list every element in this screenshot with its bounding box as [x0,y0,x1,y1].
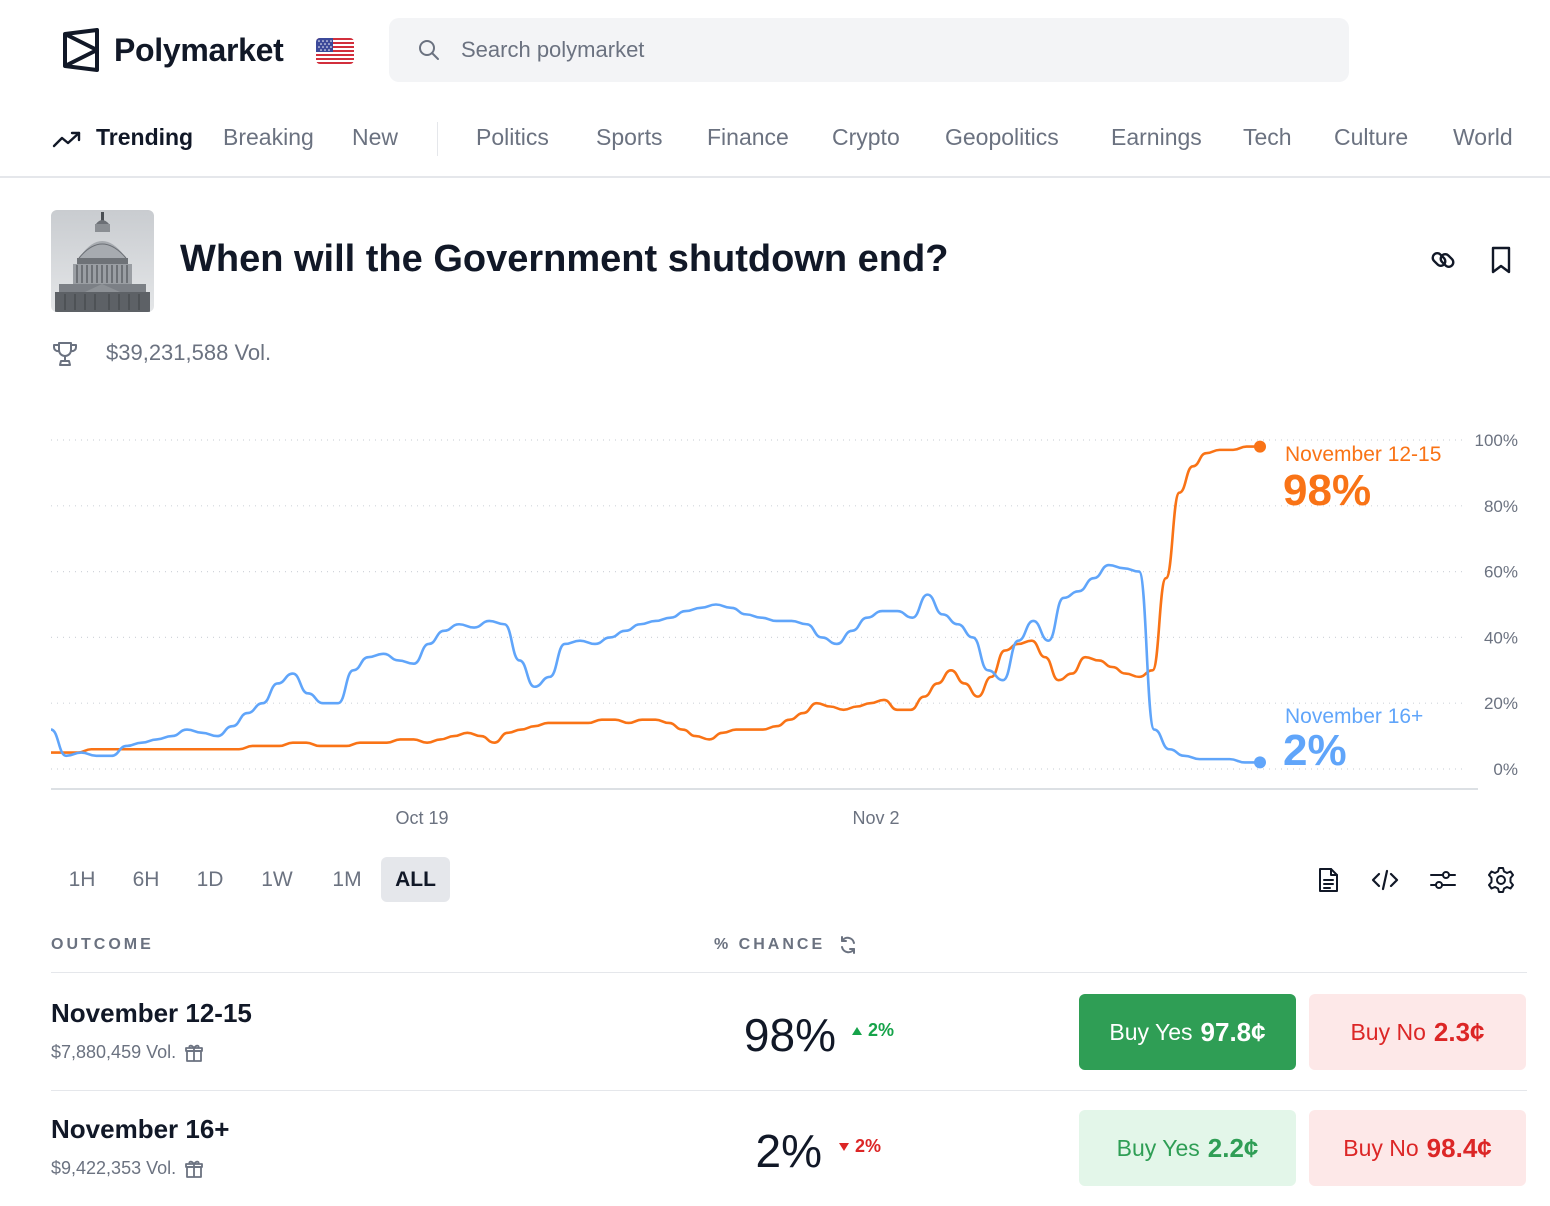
x-tick-label: Oct 19 [395,808,448,828]
series-line [51,445,1260,754]
nav-world[interactable]: World [1453,124,1513,150]
gift-icon [185,1160,204,1178]
outcome-change-up: 2% [851,1020,894,1041]
series-endpoint [1254,440,1266,453]
nav-geopolitics[interactable]: Geopolitics [945,124,1059,150]
y-tick-label: 0% [1493,760,1518,779]
range-tab-6h[interactable]: 6H [132,868,160,891]
nav-culture[interactable]: Culture [1334,124,1409,150]
nav-crypto[interactable]: Crypto [832,124,900,150]
series-name-label: November 12-15 [1285,443,1441,466]
nav-politics[interactable]: Politics [476,124,549,150]
series-line [50,563,1260,764]
buy-yes-label: Buy Yes [1116,1134,1200,1161]
y-tick-label: 20% [1484,694,1518,713]
embed-code-icon[interactable] [1371,866,1399,894]
buy-yes-price: 2.2¢ [1207,1132,1259,1163]
y-tick-label: 100% [1475,431,1518,450]
nav-tech[interactable]: Tech [1243,124,1292,150]
event-title: When will the Government shutdown end? [180,238,949,280]
outcome-volume: $9,422,353 Vol. [51,1158,204,1179]
range-tab-1w[interactable]: 1W [261,868,293,891]
y-tick-label: 60% [1484,563,1518,582]
y-tick-label: 80% [1484,497,1518,516]
nav-breaking[interactable]: Breaking [223,124,314,150]
buy-yes-button[interactable]: Buy Yes 97.8¢ [1079,994,1296,1070]
outcome-change-value: 2% [855,1136,882,1156]
nav-finance[interactable]: Finance [707,124,789,150]
outcome-change-value: 2% [868,1020,895,1040]
buy-no-button[interactable]: Buy No 98.4¢ [1309,1110,1526,1186]
header: Polymarket Search polymarket [0,0,1550,100]
filter-sliders-icon[interactable] [1429,866,1457,894]
brand-name: Polymarket [114,31,284,68]
nav-divider [437,122,438,156]
event-image [51,210,154,312]
series-endpoint [1254,756,1266,769]
trending-icon [52,131,81,148]
buy-yes-label: Buy Yes [1109,1018,1193,1045]
nav-sports[interactable]: Sports [596,124,663,150]
range-tab-1m[interactable]: 1M [332,868,362,891]
triangle-down-icon [839,1142,849,1151]
outcome-percent: 98% [743,1009,836,1061]
search-bar[interactable]: Search polymarket [389,18,1349,82]
nav-trending[interactable]: Trending [96,124,194,150]
buy-yes-price: 97.8¢ [1200,1016,1266,1047]
y-tick-label: 40% [1484,628,1518,647]
document-icon[interactable] [1314,866,1342,894]
buy-no-label: Buy No [1343,1134,1419,1161]
category-nav: Trending Breaking New Politics Sports Fi… [0,100,1550,178]
gift-icon [185,1044,204,1062]
refresh-icon[interactable] [838,935,858,955]
outcome-volume-text: $7,880,459 Vol. [51,1042,177,1062]
outcome-name: November 16+ [51,1114,230,1144]
range-tab-all[interactable]: ALL [381,857,450,902]
outcome-volume-text: $9,422,353 Vol. [51,1158,177,1178]
series-value-label: 98% [1283,466,1371,515]
buy-yes-button[interactable]: Buy Yes 2.2¢ [1079,1110,1296,1186]
nav-earnings[interactable]: Earnings [1111,124,1202,150]
table-divider [51,972,1527,973]
triangle-up-icon [852,1026,862,1035]
search-input[interactable]: Search polymarket [461,37,645,62]
outcome-row[interactable]: November 16+ $9,422,353 Vol. 2% 2% Buy Y… [0,1090,1550,1206]
outcome-volume: $7,880,459 Vol. [51,1042,204,1063]
bookmark-icon[interactable] [1488,245,1514,275]
buy-no-price: 98.4¢ [1426,1132,1492,1163]
outcome-column-header: OUTCOME [51,936,154,953]
event-volume: $39,231,588 Vol. [106,340,272,365]
outcome-name: November 12-15 [51,998,252,1028]
x-tick-label: Nov 2 [852,808,899,828]
series-name-label: November 16+ [1285,705,1423,728]
range-tab-1d[interactable]: 1D [196,868,224,891]
buy-no-price: 2.3¢ [1433,1016,1485,1047]
brand-logo[interactable]: Polymarket [62,28,284,72]
buy-no-button[interactable]: Buy No 2.3¢ [1309,994,1526,1070]
polymarket-logo-icon [63,28,99,72]
price-history-chart[interactable]: 100% 80% 60% 40% 20% 0% Oct 19 Nov 2 November 12… [0,420,1550,840]
chance-column-header: % CHANCE [714,936,826,953]
series-value-label: 2% [1283,726,1347,775]
us-flag-icon[interactable] [316,38,354,64]
table-divider [51,1090,1527,1091]
outcome-change-down: 2% [838,1136,881,1157]
buy-no-label: Buy No [1350,1018,1426,1045]
link-icon[interactable] [1428,245,1458,275]
trophy-icon [53,342,77,366]
range-tab-1h[interactable]: 1H [68,868,96,891]
search-icon [419,40,439,60]
nav-new[interactable]: New [352,124,399,150]
settings-gear-icon[interactable] [1487,866,1515,894]
outcome-row[interactable]: November 12-15 $7,880,459 Vol. 98% 2% Bu… [0,974,1550,1090]
capitol-dome-image [51,210,154,312]
outcome-percent: 2% [755,1125,822,1177]
